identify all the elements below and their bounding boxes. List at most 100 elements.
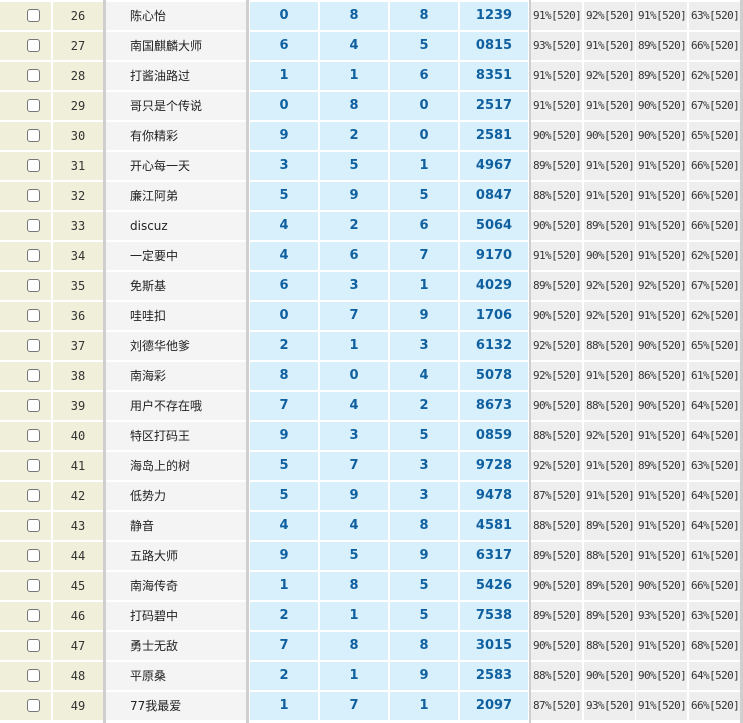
row-checkbox[interactable] bbox=[27, 69, 40, 82]
percent-cell: 93%[520] bbox=[636, 602, 687, 630]
row-select-cell bbox=[0, 32, 51, 60]
table-row: 36 哇哇扣 0 7 9 1706 90%[520] 92%[520] 91%[520] 62%[… bbox=[0, 301, 743, 331]
percent-cell: 93%[520] bbox=[531, 32, 582, 60]
row-checkbox[interactable] bbox=[27, 309, 40, 322]
row-select-cell bbox=[0, 272, 51, 300]
table-row: 34 一定要中 4 6 7 9170 91%[520] 90%[520] 91%[520] 62%… bbox=[0, 241, 743, 271]
digit-cell: 5 bbox=[390, 422, 458, 450]
row-select-cell bbox=[0, 542, 51, 570]
user-name: 海岛上的树 bbox=[106, 452, 246, 480]
digit-cell: 5 bbox=[390, 602, 458, 630]
row-checkbox[interactable] bbox=[27, 639, 40, 652]
digit-cell: 2 bbox=[320, 212, 388, 240]
table-row: 49 77我最爱 1 7 1 2097 87%[520] 93%[520] 91%[520] 66… bbox=[0, 691, 743, 721]
row-checkbox[interactable] bbox=[27, 189, 40, 202]
row-checkbox[interactable] bbox=[27, 699, 40, 712]
row-select-cell bbox=[0, 632, 51, 660]
percent-cell: 87%[520] bbox=[531, 482, 582, 510]
row-number: 43 bbox=[53, 512, 103, 540]
row-checkbox[interactable] bbox=[27, 579, 40, 592]
row-checkbox[interactable] bbox=[27, 39, 40, 52]
row-select-cell bbox=[0, 662, 51, 690]
percent-cell: 90%[520] bbox=[531, 572, 582, 600]
digit-cell: 0 bbox=[390, 122, 458, 150]
digit-cell: 6 bbox=[320, 242, 388, 270]
percent-cell: 91%[520] bbox=[636, 152, 687, 180]
percent-cell: 89%[520] bbox=[584, 512, 635, 540]
row-number: 48 bbox=[53, 662, 103, 690]
row-checkbox[interactable] bbox=[27, 99, 40, 112]
row-checkbox[interactable] bbox=[27, 399, 40, 412]
table-row: 39 用户不存在哦 7 4 2 8673 90%[520] 88%[520] 90%[520] 6… bbox=[0, 391, 743, 421]
table-row: 48 平原桑 2 1 9 2583 88%[520] 90%[520] 90%[520] 64%[… bbox=[0, 661, 743, 691]
digit-cell: 5 bbox=[390, 182, 458, 210]
column-divider bbox=[246, 0, 249, 723]
row-checkbox[interactable] bbox=[27, 489, 40, 502]
row-select-cell bbox=[0, 242, 51, 270]
percent-cell: 91%[520] bbox=[636, 482, 687, 510]
row-checkbox[interactable] bbox=[27, 9, 40, 22]
row-checkbox[interactable] bbox=[27, 249, 40, 262]
row-checkbox[interactable] bbox=[27, 429, 40, 442]
digit-cell: 9 bbox=[250, 422, 318, 450]
percent-cell: 91%[520] bbox=[531, 2, 582, 30]
row-number: 33 bbox=[53, 212, 103, 240]
percent-cell: 63%[520] bbox=[689, 452, 740, 480]
user-name: 静音 bbox=[106, 512, 246, 540]
digit-cell: 7538 bbox=[460, 602, 528, 630]
table-row: 46 打码碧中 2 1 5 7538 89%[520] 89%[520] 93%[520] 63%… bbox=[0, 601, 743, 631]
user-name: 有你精彩 bbox=[106, 122, 246, 150]
row-number: 36 bbox=[53, 302, 103, 330]
digit-cell: 5 bbox=[250, 182, 318, 210]
user-name: 刘德华他爹 bbox=[106, 332, 246, 360]
row-checkbox[interactable] bbox=[27, 519, 40, 532]
percent-cell: 90%[520] bbox=[636, 332, 687, 360]
user-name: 特区打码王 bbox=[106, 422, 246, 450]
digit-cell: 4581 bbox=[460, 512, 528, 540]
digit-cell: 1 bbox=[390, 692, 458, 720]
user-name: 低势力 bbox=[106, 482, 246, 510]
percent-cell: 88%[520] bbox=[531, 182, 582, 210]
percent-cell: 92%[520] bbox=[584, 62, 635, 90]
row-select-cell bbox=[0, 482, 51, 510]
digit-cell: 6 bbox=[250, 32, 318, 60]
user-name: 五路大师 bbox=[106, 542, 246, 570]
row-number: 32 bbox=[53, 182, 103, 210]
row-number: 34 bbox=[53, 242, 103, 270]
row-checkbox[interactable] bbox=[27, 129, 40, 142]
table-row: 29 哥只是个传说 0 8 0 2517 91%[520] 91%[520] 90%[520] 6… bbox=[0, 91, 743, 121]
row-number: 46 bbox=[53, 602, 103, 630]
digit-cell: 2 bbox=[250, 332, 318, 360]
row-number: 49 bbox=[53, 692, 103, 720]
row-select-cell bbox=[0, 302, 51, 330]
percent-cell: 88%[520] bbox=[584, 542, 635, 570]
row-checkbox[interactable] bbox=[27, 159, 40, 172]
percent-cell: 89%[520] bbox=[636, 62, 687, 90]
digit-cell: 8 bbox=[250, 362, 318, 390]
row-checkbox[interactable] bbox=[27, 669, 40, 682]
table-row: 27 南国麒麟大师 6 4 5 0815 93%[520] 91%[520] 89%[520] 6… bbox=[0, 31, 743, 61]
row-checkbox[interactable] bbox=[27, 549, 40, 562]
percent-cell: 89%[520] bbox=[531, 152, 582, 180]
user-name: 用户不存在哦 bbox=[106, 392, 246, 420]
row-number: 41 bbox=[53, 452, 103, 480]
percent-cell: 88%[520] bbox=[584, 632, 635, 660]
digit-cell: 8 bbox=[320, 2, 388, 30]
digit-cell: 1 bbox=[390, 152, 458, 180]
row-checkbox[interactable] bbox=[27, 339, 40, 352]
digit-cell: 1 bbox=[390, 272, 458, 300]
digit-cell: 5 bbox=[320, 152, 388, 180]
row-checkbox[interactable] bbox=[27, 459, 40, 472]
percent-cell: 91%[520] bbox=[636, 302, 687, 330]
percent-cell: 61%[520] bbox=[689, 362, 740, 390]
row-select-cell bbox=[0, 152, 51, 180]
row-number: 28 bbox=[53, 62, 103, 90]
digit-cell: 0859 bbox=[460, 422, 528, 450]
row-checkbox[interactable] bbox=[27, 279, 40, 292]
row-checkbox[interactable] bbox=[27, 219, 40, 232]
percent-cell: 91%[520] bbox=[584, 182, 635, 210]
row-checkbox[interactable] bbox=[27, 609, 40, 622]
row-checkbox[interactable] bbox=[27, 369, 40, 382]
digit-cell: 9 bbox=[390, 662, 458, 690]
percent-cell: 92%[520] bbox=[531, 362, 582, 390]
